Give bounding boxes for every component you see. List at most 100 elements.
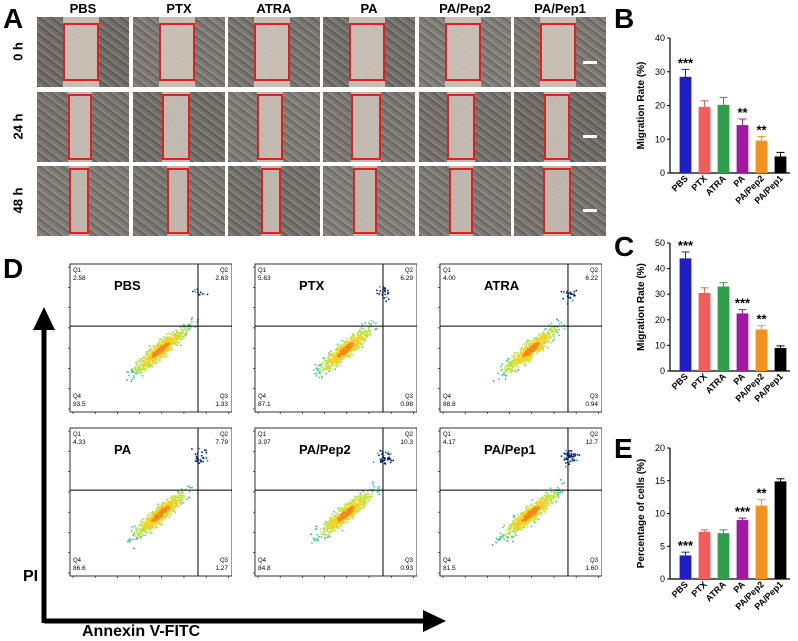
scratch-row-label: 24 h (10, 113, 26, 140)
quadrant-label: Q4 (73, 394, 82, 400)
quadrant-value: 4.33 (73, 439, 86, 446)
scratch-wound-box (447, 94, 475, 160)
quadrant-label: Q1 (258, 268, 267, 274)
x-tick-label: PBS (670, 371, 690, 391)
y-tick-label: 30 (655, 289, 665, 299)
y-tick-label: 15 (655, 476, 665, 486)
y-tick-label: 10 (655, 134, 665, 144)
bar (698, 531, 711, 579)
quadrant-value: 5.63 (258, 275, 271, 282)
scratch-wound-box (349, 23, 385, 81)
scratch-wound-box (167, 168, 189, 234)
significance-label: *** (735, 504, 751, 519)
significance-label: *** (678, 238, 694, 253)
quadrant-value: 0.98 (400, 401, 413, 408)
significance-label: *** (678, 55, 694, 70)
y-tick-label: 10 (655, 340, 665, 350)
y-tick-label: 5 (660, 541, 665, 551)
scratch-row-label: 0 h (10, 42, 26, 61)
scratch-column-label: PBS (69, 1, 97, 16)
y-tick-label: 30 (655, 67, 665, 77)
panel-label-e: E (614, 433, 633, 464)
quadrant-label: Q3 (405, 558, 414, 564)
quadrant-value: 81.5 (443, 565, 456, 572)
scratch-image (514, 92, 606, 162)
quadrant-label: Q2 (405, 432, 414, 438)
y-tick-label: 0 (660, 366, 665, 376)
scratch-image (133, 92, 225, 162)
plot-frame (439, 427, 602, 577)
significance-label: *** (735, 296, 751, 311)
scale-bar (583, 135, 597, 138)
flow-plot-title: PA/Pep1 (484, 442, 536, 457)
quadrant-value: 3.97 (258, 439, 271, 446)
flow-plot-title: ATRA (484, 278, 520, 293)
scratch-column-label: ATRA (256, 1, 292, 16)
x-tick-label: PBS (670, 579, 690, 599)
quadrant-value: 12.7 (585, 439, 598, 446)
bar (774, 481, 787, 579)
x-tick-label: ATRA (704, 173, 729, 198)
bar (679, 555, 692, 579)
bar (736, 125, 749, 173)
quadrant-value: 2.58 (73, 275, 86, 282)
scratch-column-label: PA/Pep2 (439, 1, 491, 16)
scratch-image (228, 17, 320, 87)
bar (717, 533, 730, 579)
plot-frame (254, 427, 417, 577)
scratch-wound-box (159, 23, 195, 81)
bar (755, 329, 768, 371)
bar (774, 347, 787, 371)
flow-plot-title: PA/Pep2 (299, 442, 351, 457)
y-tick-label: 20 (655, 443, 665, 453)
y-tick-label: 10 (655, 509, 665, 519)
scratch-image (133, 166, 225, 236)
quadrant-value: 4.17 (443, 439, 456, 446)
bar (755, 140, 768, 173)
plot-frame (69, 263, 232, 413)
x-tick-label: ATRA (704, 371, 729, 396)
panel-label-c: C (614, 231, 635, 262)
quadrant-label: Q1 (443, 268, 452, 274)
scratch-wound-box (162, 94, 190, 160)
flow-plot-title: PTX (299, 278, 325, 293)
quadrant-value: 84.8 (258, 565, 271, 572)
quadrant-label: Q2 (220, 432, 229, 438)
quadrant-label: Q2 (220, 268, 229, 274)
scratch-column-label: PTX (166, 1, 192, 16)
bar (698, 106, 711, 173)
flow-x-axis-label: Annexin V-FITC (82, 623, 201, 640)
significance-label: ** (756, 486, 767, 501)
quadrant-value: 7.79 (215, 439, 228, 446)
quadrant-value: 93.5 (73, 401, 86, 408)
scratch-image (37, 166, 129, 236)
scratch-wound-box (543, 168, 571, 234)
scale-bar (583, 209, 597, 212)
y-axis-label: Migration Rate (%) (636, 263, 647, 351)
scratch-image (37, 92, 129, 162)
scratch-image (228, 92, 320, 162)
scale-bar (583, 61, 597, 64)
bar (679, 76, 692, 173)
quadrant-value: 4.00 (443, 275, 456, 282)
flow-plot-title: PA (114, 442, 132, 457)
bar (736, 520, 749, 579)
quadrant-value: 6.29 (400, 275, 413, 282)
flow-plot-title: PBS (114, 278, 141, 293)
y-axis-label: Migration Rate (%) (636, 62, 647, 150)
y-tick-label: 0 (660, 168, 665, 178)
quadrant-label: Q1 (258, 432, 267, 438)
quadrant-value: 86.6 (73, 565, 86, 572)
scratch-wound-box (540, 23, 576, 81)
quadrant-value: 1.33 (215, 401, 228, 408)
scratch-row-label: 48 h (10, 187, 26, 214)
quadrant-label: Q4 (443, 394, 452, 400)
scratch-image (133, 17, 225, 87)
scratch-wound-box (254, 23, 290, 81)
quadrant-value: 6.22 (585, 275, 598, 282)
significance-label: ** (737, 105, 748, 120)
panel-label-a: A (3, 3, 24, 34)
